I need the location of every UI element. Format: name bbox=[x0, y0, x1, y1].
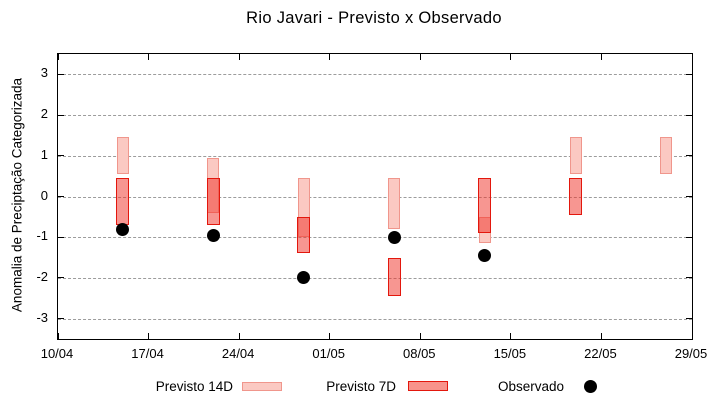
x-tick-label: 01/05 bbox=[312, 346, 345, 361]
x-tick bbox=[238, 54, 240, 60]
x-tick bbox=[238, 333, 240, 339]
x-tick bbox=[600, 333, 602, 339]
forecast-14d-bar bbox=[569, 137, 582, 175]
forecast-14d-bar bbox=[116, 137, 129, 175]
x-tick bbox=[57, 333, 59, 339]
y-tick bbox=[686, 155, 692, 157]
x-tick-label: 29/05 bbox=[674, 346, 708, 361]
x-tick bbox=[419, 54, 421, 60]
legend-swatch-previsto-14d-icon bbox=[242, 382, 282, 391]
y-tick-label: 1 bbox=[40, 146, 48, 162]
forecast-7d-bar bbox=[387, 257, 401, 297]
plot-area bbox=[57, 53, 693, 340]
grid-line bbox=[58, 277, 692, 279]
grid-line bbox=[58, 74, 692, 76]
y-tick bbox=[58, 196, 64, 197]
x-tick bbox=[510, 54, 512, 60]
observation-dot bbox=[116, 222, 130, 236]
grid-line bbox=[58, 237, 692, 239]
x-tick-label: 08/05 bbox=[403, 346, 436, 361]
y-tick bbox=[58, 73, 64, 75]
y-tick bbox=[58, 277, 64, 279]
x-tick bbox=[419, 333, 421, 339]
y-tick bbox=[58, 236, 64, 238]
x-tick-label: 24/04 bbox=[221, 346, 255, 361]
y-tick bbox=[58, 114, 64, 116]
grid-line bbox=[58, 318, 692, 320]
x-tick bbox=[329, 333, 331, 339]
y-tick bbox=[686, 114, 692, 116]
legend-swatch-previsto-7d-icon bbox=[408, 381, 448, 391]
forecast-7d-bar bbox=[206, 178, 220, 225]
y-tick-label: -3 bbox=[36, 309, 48, 325]
observation-dot bbox=[387, 230, 401, 244]
forecast-14d-bar bbox=[388, 178, 401, 230]
x-tick-label: 15/05 bbox=[493, 346, 527, 361]
forecast-7d-bar bbox=[116, 178, 130, 225]
forecast-14d-bar bbox=[660, 137, 673, 175]
forecast-7d-bar bbox=[569, 178, 583, 215]
legend-label-observado: Observado bbox=[497, 379, 564, 394]
y-tick bbox=[686, 318, 692, 320]
y-tick bbox=[58, 155, 64, 157]
grid-line bbox=[58, 196, 692, 198]
observation-dot bbox=[206, 228, 220, 242]
y-tick-label: -1 bbox=[36, 228, 48, 244]
chart-title: Rio Javari - Previsto x Observado bbox=[246, 9, 502, 27]
y-tick-label: 3 bbox=[40, 65, 48, 81]
x-tick bbox=[148, 333, 150, 339]
y-tick-label: 0 bbox=[40, 187, 48, 203]
x-tick bbox=[329, 54, 331, 60]
x-tick-label: 10/04 bbox=[40, 346, 74, 361]
observation-dot bbox=[297, 271, 311, 285]
x-tick bbox=[148, 54, 150, 60]
grid-line bbox=[58, 155, 692, 157]
forecast-7d-bar bbox=[297, 216, 311, 254]
grid-line bbox=[58, 115, 692, 117]
legend-label-previsto-14d: Previsto 14D bbox=[155, 379, 233, 394]
y-tick bbox=[686, 277, 692, 279]
observation-dot bbox=[478, 249, 492, 263]
y-tick-label: -2 bbox=[36, 268, 48, 284]
y-tick bbox=[686, 73, 692, 75]
y-tick bbox=[686, 236, 692, 238]
legend-swatch-observado-icon bbox=[584, 380, 597, 393]
x-tick bbox=[691, 333, 693, 339]
y-tick bbox=[58, 318, 64, 320]
y-tick-label: 2 bbox=[40, 106, 48, 122]
x-tick bbox=[510, 333, 512, 339]
x-tick bbox=[691, 54, 693, 60]
x-tick-label: 17/04 bbox=[131, 346, 164, 361]
x-tick bbox=[600, 54, 602, 60]
x-tick bbox=[57, 54, 59, 60]
x-tick-label: 22/05 bbox=[584, 346, 617, 361]
legend-label-previsto-7d: Previsto 7D bbox=[326, 379, 396, 394]
y-tick bbox=[686, 196, 692, 197]
forecast-7d-bar bbox=[478, 178, 492, 234]
